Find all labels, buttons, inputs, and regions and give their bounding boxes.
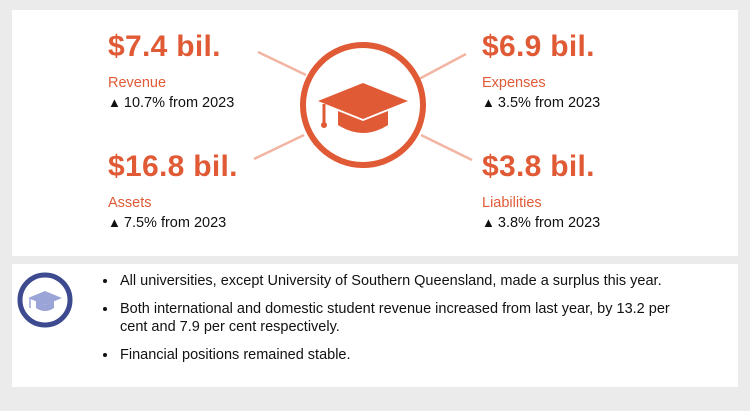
stat-amount: $16.8 bil. — [108, 150, 238, 183]
notes-list: All universities, except University of S… — [96, 272, 748, 374]
stat-amount: $6.9 bil. — [482, 30, 595, 63]
list-item: Both international and domestic student … — [118, 300, 748, 336]
connector-ray-assets — [253, 133, 305, 161]
up-arrow-icon: ▲ — [482, 95, 495, 110]
connector-ray-revenue — [257, 50, 307, 77]
up-arrow-icon: ▲ — [108, 95, 121, 110]
stat-amount: $3.8 bil. — [482, 150, 595, 183]
stat-label: Expenses — [482, 75, 546, 91]
notes-panel — [12, 264, 738, 387]
stat-liabilities: $3.8 bil. Liabilities ▲ 3.8% from 2023 — [482, 150, 600, 232]
stat-expenses: $6.9 bil. Expenses ▲ 3.5% from 2023 — [482, 30, 600, 112]
stat-change: ▲ 7.5% from 2023 — [108, 215, 227, 231]
connector-ray-expenses — [418, 52, 467, 81]
connector-ray-liabilities — [420, 133, 473, 162]
list-item: All universities, except University of S… — [118, 272, 748, 290]
up-arrow-icon: ▲ — [108, 215, 121, 230]
stat-label: Assets — [108, 195, 152, 211]
stat-change: ▲ 3.5% from 2023 — [482, 95, 601, 111]
stat-revenue: $7.4 bil. Revenue ▲ 10.7% from 2023 — [108, 30, 234, 112]
list-item: Financial positions remained stable. — [118, 346, 748, 364]
graduation-cap-icon — [318, 83, 408, 133]
stat-change: ▲ 3.8% from 2023 — [482, 215, 601, 231]
stat-change: ▲ 10.7% from 2023 — [108, 95, 235, 111]
stat-amount: $7.4 bil. — [108, 30, 221, 63]
stat-label: Liabilities — [482, 195, 542, 211]
graduation-cap-icon — [17, 272, 73, 328]
stat-label: Revenue — [108, 75, 167, 91]
up-arrow-icon: ▲ — [482, 215, 495, 230]
stat-assets: $16.8 bil. Assets ▲ 7.5% from 2023 — [108, 150, 238, 232]
